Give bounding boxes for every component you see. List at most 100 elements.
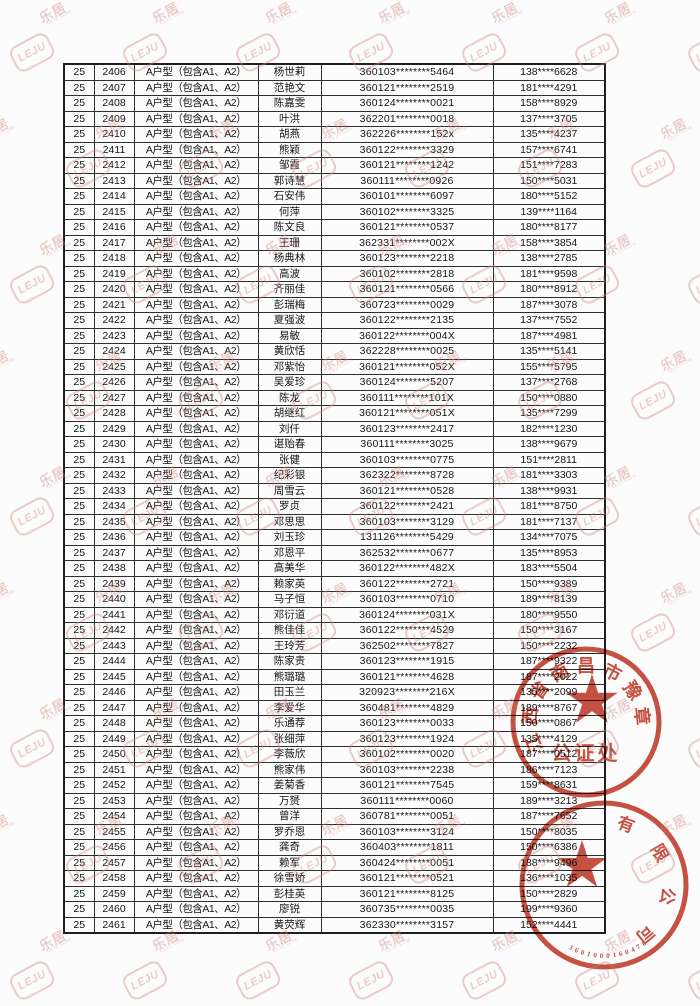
cell-sequence: 2439 — [94, 576, 134, 592]
leju-logo-icon: LEJU — [346, 958, 396, 1002]
cell-group: 25 — [64, 390, 94, 406]
cell-unit-type: A户型（包含A1、A2） — [134, 437, 258, 453]
cell-group: 25 — [64, 328, 94, 344]
cell-unit-type: A户型（包含A1、A2） — [134, 669, 258, 685]
cell-id-number: 360122********2135 — [321, 313, 493, 329]
cell-sequence: 2420 — [94, 282, 134, 298]
cell-sequence: 2422 — [94, 313, 134, 329]
cell-name: 邓思思 — [258, 514, 321, 530]
cell-name: 陈文良 — [258, 220, 321, 236]
cell-unit-type: A户型（包含A1、A2） — [134, 173, 258, 189]
seal-arc-char: 4 — [630, 945, 637, 954]
cell-name: 邹霞 — [258, 158, 321, 174]
cell-phone: 183****5504 — [493, 561, 605, 577]
cell-sequence: 2453 — [94, 793, 134, 809]
cell-unit-type: A户型（包含A1、A2） — [134, 297, 258, 313]
leju-sub-text: LEJU.COM — [272, 9, 298, 26]
cell-sequence: 2433 — [94, 483, 134, 499]
cell-unit-type: A户型（包含A1、A2） — [134, 220, 258, 236]
cell-phone: 150****0880 — [493, 390, 605, 406]
leju-sub-text: LEJU.COM — [498, 9, 524, 26]
cell-unit-type: A户型（包含A1、A2） — [134, 871, 258, 887]
cell-group: 25 — [64, 375, 94, 391]
cell-group: 25 — [64, 282, 94, 298]
cell-id-number: 360124********031X — [321, 607, 493, 623]
cell-unit-type: A户型（包含A1、A2） — [134, 886, 258, 902]
cell-unit-type: A户型（包含A1、A2） — [134, 282, 258, 298]
cell-phone: 189****3213 — [493, 793, 605, 809]
leju-sub-text: LEJU.COM — [46, 937, 72, 954]
cell-group: 25 — [64, 80, 94, 96]
cell-unit-type: A户型（包含A1、A2） — [134, 607, 258, 623]
cell-group: 25 — [64, 64, 94, 80]
cell-id-number: 360103********5464 — [321, 64, 493, 80]
cell-unit-type: A户型（包含A1、A2） — [134, 840, 258, 856]
cell-unit-type: A户型（包含A1、A2） — [134, 375, 258, 391]
cell-name: 陈家贵 — [258, 654, 321, 670]
cell-phone: 180****8177 — [493, 220, 605, 236]
cell-name: 陈龙 — [258, 390, 321, 406]
seal-arc-char: 章 — [631, 706, 654, 726]
cell-name: 马子恒 — [258, 592, 321, 608]
cell-id-number: 362226********152x — [321, 127, 493, 143]
cell-name: 周雪云 — [258, 483, 321, 499]
cell-sequence: 2432 — [94, 468, 134, 484]
cell-name: 高美华 — [258, 561, 321, 577]
cell-unit-type: A户型（包含A1、A2） — [134, 266, 258, 282]
cell-group: 25 — [64, 483, 94, 499]
cell-id-number: 360103********0710 — [321, 592, 493, 608]
cell-group: 25 — [64, 468, 94, 484]
cell-unit-type: A户型（包含A1、A2） — [134, 762, 258, 778]
cell-phone: 138****6628 — [493, 64, 605, 80]
leju-sub-text: LEJU.COM — [385, 9, 411, 26]
seal-arc-char: 0 — [600, 952, 604, 960]
cell-name: 熊璐璐 — [258, 669, 321, 685]
cell-phone: 158****3854 — [493, 235, 605, 251]
cell-id-number: 362322********8728 — [321, 468, 493, 484]
cell-name: 刘仟 — [258, 421, 321, 437]
cell-unit-type: A户型（包含A1、A2） — [134, 778, 258, 794]
cell-phone: 189****8767 — [493, 700, 605, 716]
cell-group: 25 — [64, 669, 94, 685]
cell-phone: 137****3705 — [493, 111, 605, 127]
cell-name: 姜菊香 — [258, 778, 321, 794]
cell-phone: 135****7299 — [493, 406, 605, 422]
leju-sub-text: LEJU.COM — [498, 937, 524, 954]
leju-sub-text: LEJU.COM — [667, 125, 693, 142]
cell-id-number: 360723********0029 — [321, 297, 493, 313]
cell-id-number: 360121********052X — [321, 359, 493, 375]
cell-phone: 150****2232 — [493, 638, 605, 654]
cell-name: 田玉兰 — [258, 685, 321, 701]
cell-name: 齐丽佳 — [258, 282, 321, 298]
leju-sub-text: LEJU.COM — [611, 9, 637, 26]
cell-unit-type: A户型（包含A1、A2） — [134, 359, 258, 375]
cell-name: 石安伟 — [258, 189, 321, 205]
cell-phone: 135****2099 — [493, 685, 605, 701]
leju-sub-text: LEJU.COM — [0, 821, 15, 838]
cell-sequence: 2461 — [94, 917, 134, 933]
seal-arc-char: 0 — [606, 952, 610, 960]
cell-name: 彭桂英 — [258, 886, 321, 902]
cell-id-number: 360103********3129 — [321, 514, 493, 530]
cell-sequence: 2459 — [94, 886, 134, 902]
cell-id-number: 360124********5207 — [321, 375, 493, 391]
cell-name: 邓衍道 — [258, 607, 321, 623]
cell-phone: 135****4237 — [493, 127, 605, 143]
cell-name: 罗贞 — [258, 499, 321, 515]
